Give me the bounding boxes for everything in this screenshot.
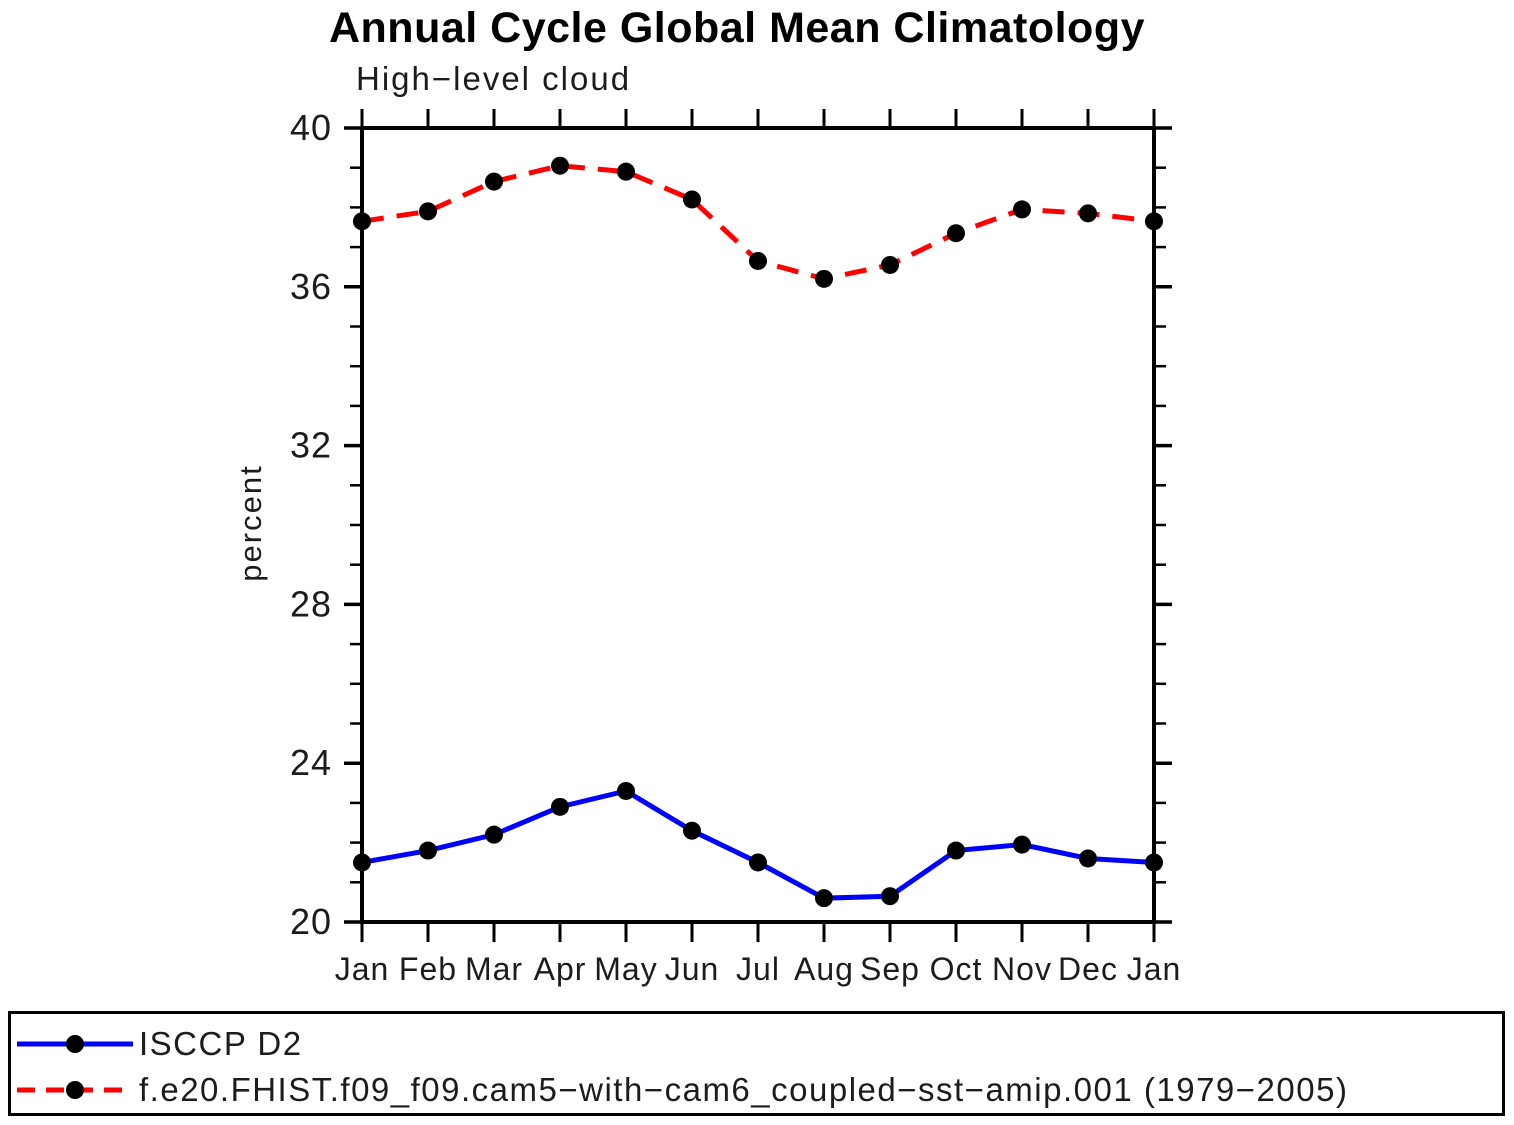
- x-tick-label: Jun: [665, 951, 720, 987]
- series-marker-isccp-d2: [881, 887, 899, 906]
- x-tick-label: Aug: [794, 951, 854, 987]
- x-tick-label: May: [594, 951, 657, 987]
- series-line-isccp-d2: [361, 788, 1155, 901]
- series-marker-isccp-d2: [683, 821, 701, 840]
- legend-item-model: f.e20.FHIST.f09_f09.cam5−with−cam6_coupl…: [15, 1067, 1502, 1113]
- y-tick-label: 40: [290, 107, 332, 148]
- x-tick-label: Mar: [465, 951, 523, 987]
- x-tick-label: Dec: [1058, 951, 1118, 987]
- x-tick-label: Jul: [736, 951, 780, 987]
- y-tick-label: 36: [290, 266, 332, 307]
- legend-label-model: f.e20.FHIST.f09_f09.cam5−with−cam6_coupl…: [139, 1071, 1349, 1108]
- series-marker-model: [1145, 212, 1163, 231]
- series-marker-model: [749, 251, 767, 270]
- x-tick-label: Oct: [930, 951, 983, 987]
- series-marker-model: [551, 156, 569, 175]
- series-marker-model: [881, 255, 899, 274]
- series-marker-isccp-d2: [551, 797, 569, 816]
- x-tick-label: Jan: [1127, 951, 1182, 987]
- x-tick-label: Sep: [860, 951, 920, 987]
- x-tick-label: Feb: [399, 951, 457, 987]
- series-marker-model: [617, 162, 635, 181]
- series-marker-isccp-d2: [485, 825, 503, 844]
- series-marker-model: [815, 269, 833, 288]
- legend-item-isccp-d2: ISCCP D2: [15, 1021, 1502, 1067]
- legend-line-sample-dashed: [17, 1081, 133, 1099]
- y-tick-label: 28: [290, 583, 332, 624]
- series-marker-isccp-d2: [419, 841, 437, 860]
- legend-marker-circle: [66, 1081, 84, 1099]
- series-marker-model: [1013, 200, 1031, 219]
- y-tick-label: 32: [290, 425, 332, 466]
- series-marker-model: [683, 190, 701, 209]
- series-marker-isccp-d2: [1145, 853, 1163, 872]
- series-marker-model: [485, 172, 503, 191]
- series-marker-isccp-d2: [1079, 849, 1097, 868]
- series-marker-isccp-d2: [353, 853, 371, 872]
- legend-box: ISCCP D2 f.e20.FHIST.f09_f09.cam5−with−c…: [8, 1011, 1505, 1116]
- legend-line-sample-solid: [17, 1035, 133, 1053]
- legend-label-isccp-d2: ISCCP D2: [139, 1025, 303, 1062]
- legend-marker-circle: [66, 1035, 84, 1053]
- y-tick-label: 24: [290, 742, 332, 783]
- plot-frame: [360, 126, 1156, 924]
- series-marker-isccp-d2: [749, 853, 767, 872]
- series-marker-model: [947, 224, 965, 243]
- x-tick-label: Nov: [992, 951, 1052, 987]
- x-tick-label: Jan: [335, 951, 390, 987]
- plot-area: Jan Feb Mar Apr May Jun Jul Aug Sep Oct Nov Dec Jan2…: [290, 107, 1182, 987]
- chart-subtitle: High−level cloud: [356, 60, 632, 97]
- series-marker-isccp-d2: [1013, 835, 1031, 854]
- x-tick-label: Apr: [534, 951, 587, 987]
- series-marker-isccp-d2: [617, 781, 635, 800]
- series-marker-isccp-d2: [815, 889, 833, 908]
- series-marker-model: [419, 202, 437, 221]
- series-marker-isccp-d2: [947, 841, 965, 860]
- series-marker-model: [1079, 204, 1097, 223]
- y-tick-label: 20: [290, 901, 332, 942]
- chart-title: Annual Cycle Global Mean Climatology: [328, 4, 1146, 52]
- series-marker-model: [353, 212, 371, 231]
